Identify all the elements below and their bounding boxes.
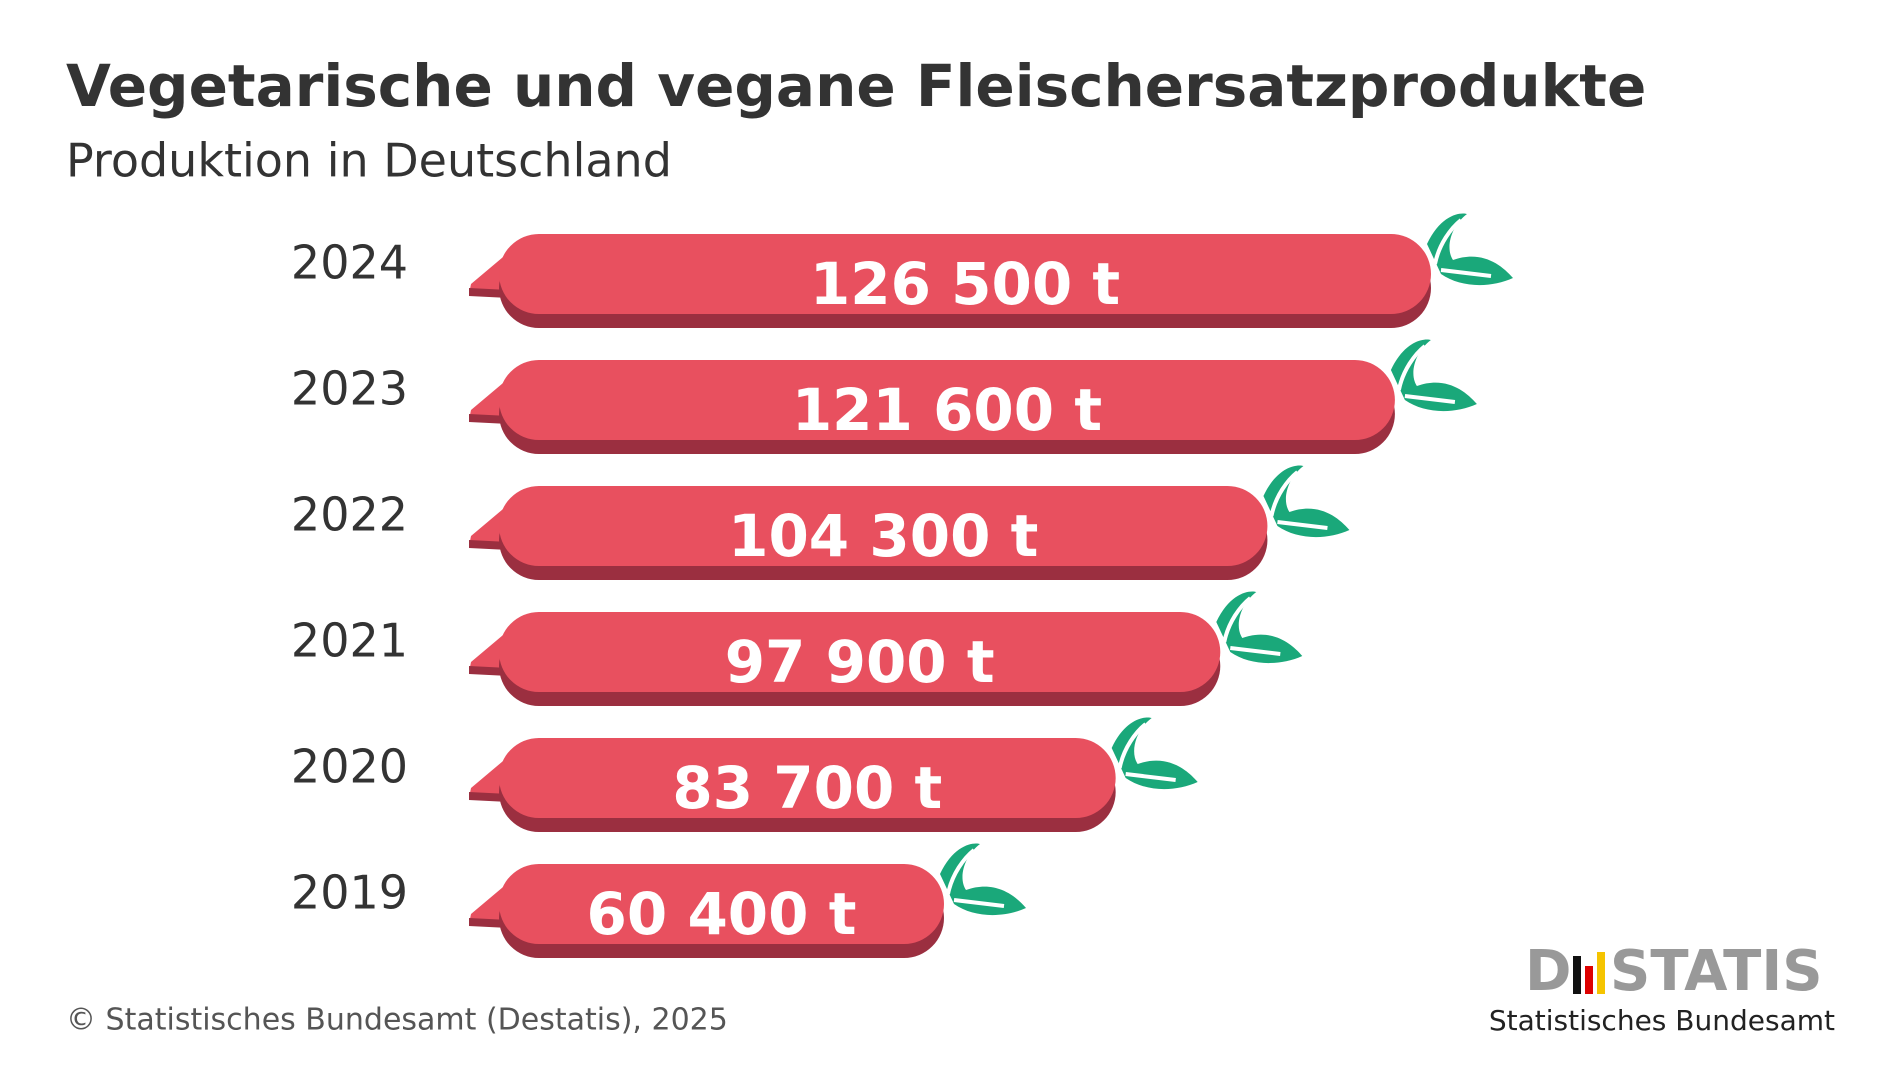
source: © Statistisches Bundesamt (Destatis), 20…: [66, 1003, 728, 1038]
leaf-vein: [946, 848, 1005, 908]
leaf-vein: [1269, 470, 1328, 530]
y-tick-label: 2020: [291, 740, 408, 794]
sausage-tip: [469, 378, 509, 422]
logo-flag: [1573, 956, 1581, 994]
chart-subtitle: Produktion in Deutschland: [66, 134, 672, 188]
value-label: 126 500 t: [810, 250, 1120, 318]
leaf-vein: [1222, 596, 1281, 656]
logo-right: STATIS: [1610, 939, 1823, 1004]
logo-subtitle: Statistisches Bundesamt: [1489, 1004, 1835, 1037]
logo-flag: [1597, 952, 1605, 994]
sausage-tip-shadow: [469, 918, 509, 928]
sausage-tip-shadow: [469, 288, 509, 298]
chart-title: Vegetarische und vegane Fleischersatzpro…: [66, 52, 1646, 120]
sausage-tip: [469, 882, 509, 926]
bar: [499, 738, 1116, 818]
leaf-vein: [1433, 218, 1492, 278]
y-tick-label: 2024: [291, 236, 408, 290]
sausage-tip: [469, 630, 509, 674]
logo-left: D: [1525, 939, 1571, 1004]
bar: [499, 360, 1395, 440]
sausage-tip-shadow: [469, 414, 509, 424]
sausage-tip: [469, 504, 509, 548]
value-label: 97 900 t: [725, 628, 995, 696]
sausage-tip-shadow: [469, 792, 509, 802]
leaf-vein: [1117, 722, 1176, 782]
bar: [499, 234, 1431, 314]
sausage-tip: [469, 756, 509, 800]
sausage-tip: [469, 252, 509, 296]
y-tick-label: 2021: [291, 614, 408, 668]
value-label: 83 700 t: [672, 754, 942, 822]
value-label: 104 300 t: [728, 502, 1038, 570]
y-tick-label: 2023: [291, 362, 408, 416]
leaf-vein: [1396, 344, 1456, 404]
bar: [499, 486, 1268, 566]
logo-flag: [1585, 966, 1593, 994]
bar: [499, 864, 945, 944]
sausage-tip-shadow: [469, 540, 509, 550]
value-label: 60 400 t: [587, 880, 857, 948]
bar: [499, 612, 1221, 692]
sausage-tip-shadow: [469, 666, 509, 676]
y-tick-label: 2022: [291, 488, 408, 542]
y-tick-label: 2019: [291, 866, 408, 920]
value-label: 121 600 t: [792, 376, 1102, 444]
